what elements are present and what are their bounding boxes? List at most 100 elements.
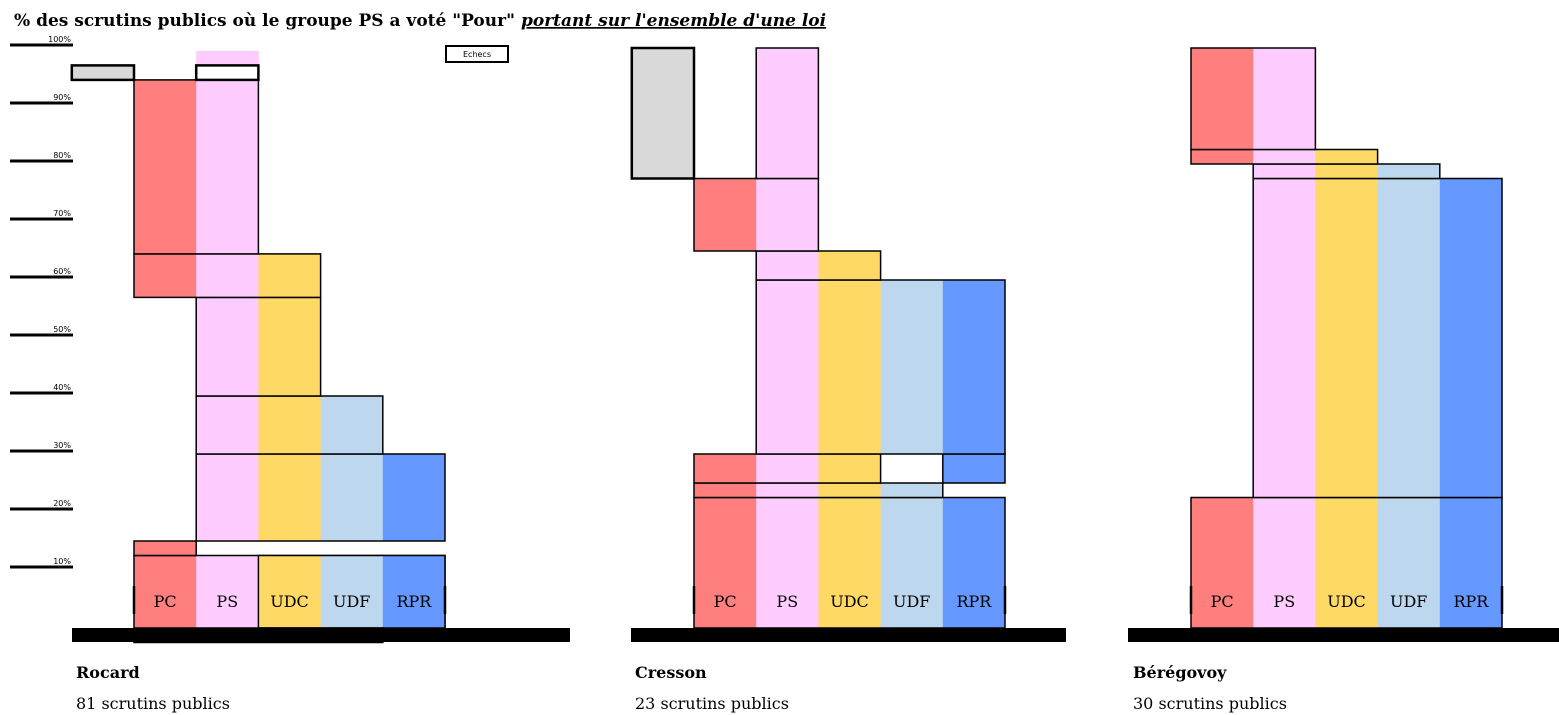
bar-udc-segment bbox=[1315, 149, 1379, 164]
panel-title: Bérégovoy bbox=[1133, 663, 1227, 682]
bar-rpr-segment bbox=[942, 454, 1006, 483]
bar-udc-segment bbox=[258, 297, 322, 396]
bar-rpr-segment bbox=[382, 555, 446, 628]
x-tick-label-udc: UDC bbox=[830, 592, 869, 611]
chart-title: % des scrutins publics où le groupe PS a… bbox=[14, 11, 826, 31]
bar-pc-segment bbox=[134, 79, 197, 254]
x-tick-label-udf: UDF bbox=[893, 592, 930, 611]
bar-udc-segment bbox=[258, 253, 322, 298]
coalition-block-outline bbox=[630, 46, 696, 180]
x-tick-label-pc: PC bbox=[154, 592, 177, 611]
panel-subtitle: 30 scrutins publics bbox=[1133, 694, 1287, 713]
title-text: % des scrutins publics où le groupe PS a… bbox=[14, 11, 515, 31]
x-tick-label-rpr: RPR bbox=[956, 592, 992, 611]
panel-title: Rocard bbox=[76, 663, 140, 682]
bottom-outline bbox=[133, 627, 384, 643]
bar-ps-segment bbox=[1253, 497, 1316, 628]
bar-pc-segment bbox=[134, 253, 197, 298]
bar-udc-segment bbox=[818, 454, 882, 483]
x-tick-label-udc: UDC bbox=[270, 592, 309, 611]
bar-udc-segment bbox=[1315, 178, 1379, 498]
bar-rpr-segment bbox=[1439, 178, 1503, 498]
bar-udc-segment bbox=[818, 251, 882, 280]
bar-ps-segment bbox=[196, 555, 259, 628]
bar-ps-segment bbox=[1253, 178, 1316, 498]
bar-ps-segment bbox=[756, 251, 819, 280]
x-tick-label-udf: UDF bbox=[333, 592, 370, 611]
bar-udc-segment bbox=[818, 497, 882, 628]
panel-1: PC PS UDC UDF RPR Cresson 23 scrutins publics bbox=[630, 46, 1066, 713]
coalition-block-outline bbox=[1190, 47, 1317, 151]
bar-ps-segment bbox=[756, 280, 819, 454]
bar-echecs-segment bbox=[631, 48, 695, 179]
bar-rpr-segment bbox=[942, 280, 1006, 454]
bar-ps-segment bbox=[1253, 149, 1316, 164]
panel-subtitle: 23 scrutins publics bbox=[635, 694, 789, 713]
bar-udf-segment bbox=[1377, 164, 1441, 179]
bar-udf-segment bbox=[320, 555, 384, 628]
bar-ps-segment bbox=[756, 454, 819, 483]
bar-rpr-segment bbox=[382, 454, 446, 541]
bar-udf-segment bbox=[880, 497, 944, 628]
panels: PC PS UDC UDF RPR Rocard 81 scrutins publics PC… bbox=[70, 46, 1559, 713]
bar-echecs-segment bbox=[71, 65, 135, 80]
bar-udc-segment bbox=[818, 280, 882, 454]
bar-udc-segment bbox=[1315, 497, 1379, 628]
bar-udf-segment bbox=[320, 396, 384, 454]
x-tick-label-pc: PC bbox=[714, 592, 737, 611]
panel-subtitle: 81 scrutins publics bbox=[76, 694, 230, 713]
y-axis: 10% 20% 30% 40% 50% 60% 70% 80% 90% 100% bbox=[10, 35, 73, 569]
bar-ps-segment bbox=[756, 483, 819, 498]
bar-udf-segment bbox=[320, 454, 384, 541]
bar-ps-segment bbox=[756, 497, 819, 628]
outline-block bbox=[194, 64, 260, 82]
bar-ps-segment bbox=[196, 454, 259, 541]
bar-ps-segment bbox=[1253, 164, 1316, 179]
bar-ps-segment bbox=[196, 297, 259, 396]
y-tick-label: 40% bbox=[53, 383, 71, 392]
bar-pc-segment bbox=[694, 178, 757, 251]
ground-bar bbox=[631, 628, 1066, 642]
y-tick-label: 100% bbox=[48, 35, 71, 44]
legend: Echecs bbox=[445, 45, 509, 63]
coalition-block-outline bbox=[70, 64, 136, 82]
bar-ps-segment bbox=[1253, 48, 1316, 150]
y-tick-label: 30% bbox=[53, 441, 71, 450]
x-tick-label-ps: PS bbox=[216, 592, 238, 611]
bar-udc-segment bbox=[1315, 164, 1379, 179]
x-tick-label-rpr: RPR bbox=[1453, 592, 1489, 611]
y-tick-label: 80% bbox=[53, 151, 71, 160]
panel-0: PC PS UDC UDF RPR Rocard 81 scrutins publics bbox=[70, 50, 570, 713]
bar-ps-segment bbox=[756, 48, 819, 179]
bar-pc-segment bbox=[694, 497, 757, 628]
bar-udf-segment bbox=[1377, 497, 1441, 628]
y-tick-label: 90% bbox=[53, 93, 71, 102]
panel-title: Cresson bbox=[635, 663, 707, 682]
bar-udc-segment bbox=[258, 396, 322, 454]
bar-ps-segment bbox=[196, 50, 259, 66]
bar-udc-segment bbox=[258, 555, 322, 628]
y-tick-label: 10% bbox=[53, 557, 71, 566]
bar-ps-segment bbox=[196, 253, 259, 298]
panel-2: PC PS UDC UDF RPR Bérégovoy 30 scrutins public… bbox=[1128, 47, 1559, 713]
bar-pc-segment bbox=[694, 454, 757, 483]
legend-failures-label: Echecs bbox=[463, 50, 491, 59]
bar-pc-segment bbox=[694, 483, 757, 498]
bar-pc-segment bbox=[1191, 497, 1254, 628]
legend-failures-box bbox=[445, 45, 509, 63]
bar-pc-segment bbox=[134, 555, 197, 628]
bar-ps-segment bbox=[196, 396, 259, 454]
y-tick-label: 50% bbox=[53, 325, 71, 334]
bar-udf-segment bbox=[880, 483, 944, 498]
y-tick-label: 60% bbox=[53, 267, 71, 276]
bar-pc-segment bbox=[1191, 149, 1254, 164]
bar-udc-segment bbox=[818, 483, 882, 498]
x-tick-label-udc: UDC bbox=[1327, 592, 1366, 611]
ground-bar bbox=[72, 628, 570, 642]
subtitle-text: portant sur l'ensemble d'une loi bbox=[521, 11, 826, 31]
bar-udc-segment bbox=[258, 454, 322, 541]
ground-bar bbox=[1128, 628, 1559, 642]
y-tick-label: 70% bbox=[53, 209, 71, 218]
bar-pc-segment bbox=[1191, 48, 1254, 150]
